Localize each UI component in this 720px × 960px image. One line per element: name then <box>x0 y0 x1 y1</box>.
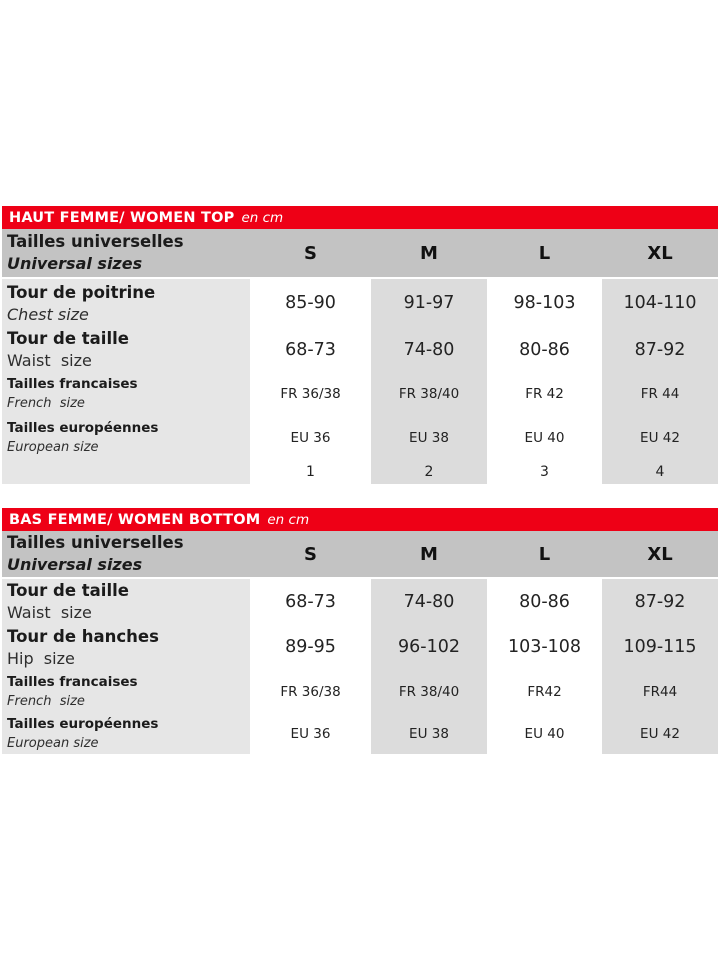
header-label-fr: Tailles universelles <box>7 232 184 251</box>
row-label-waist: Tour de taille Waist size <box>2 579 250 624</box>
row-label-en: European size <box>7 440 99 455</box>
value-hip-m: 96-102 <box>398 637 460 657</box>
column-header-xl: XL <box>647 242 673 264</box>
size-column-xl: 87-92 109-115 FR44 EU 42 <box>602 579 718 754</box>
size-column-xl: 104-110 87-92 FR 44 EU 42 4 <box>602 279 718 484</box>
row-label-empty <box>2 460 250 484</box>
row-label-en: French size <box>7 396 85 411</box>
value-number-s: 1 <box>306 464 315 480</box>
row-label-en: Hip size <box>7 648 75 668</box>
women-bottom-body: Tour de taille Waist size Tour de hanche… <box>2 579 718 754</box>
value-chest-l: 98-103 <box>513 293 576 313</box>
header-label-fr: Tailles universelles <box>7 533 184 552</box>
women-top-unit-label: en cm <box>241 209 284 226</box>
value-waist-l: 80-86 <box>519 339 570 360</box>
value-french-s: FR 36/38 <box>280 684 341 700</box>
row-label-fr: Tour de poitrine <box>7 282 156 302</box>
value-european-xl: EU 42 <box>640 430 680 446</box>
value-waist-m: 74-80 <box>403 339 455 360</box>
women-bottom-title-bar: BAS FEMME/ WOMEN BOTTOM en cm <box>2 508 718 531</box>
row-label-en: European size <box>7 736 99 751</box>
women-top-title-bar: HAUT FEMME/ WOMEN TOP en cm <box>2 206 718 229</box>
value-european-m: EU 38 <box>409 726 449 742</box>
value-waist-xl: 87-92 <box>634 339 686 360</box>
value-european-l: EU 40 <box>524 430 565 446</box>
table-women-top: HAUT FEMME/ WOMEN TOP en cm Tailles univ… <box>2 206 718 484</box>
value-french-l: FR 42 <box>525 386 564 402</box>
row-label-french-size: Tailles francaises French size <box>2 670 250 714</box>
women-top-title: HAUT FEMME/ WOMEN TOP <box>9 209 235 226</box>
women-bottom-unit-label: en cm <box>267 511 310 528</box>
value-number-l: 3 <box>540 464 549 480</box>
label-column: Tour de taille Waist size Tour de hanche… <box>2 579 250 754</box>
value-number-m: 2 <box>424 464 434 480</box>
row-label-fr: Tailles francaises <box>7 376 138 392</box>
row-label-chest: Tour de poitrine Chest size <box>2 279 250 327</box>
row-label-en: French size <box>7 694 85 709</box>
row-label-fr: Tailles européennes <box>7 420 159 436</box>
row-label-french-size: Tailles francaises French size <box>2 372 250 416</box>
value-waist-m: 74-80 <box>403 591 455 612</box>
size-column-l: 98-103 80-86 FR 42 EU 40 3 <box>487 279 602 484</box>
size-column-s: 85-90 68-73 FR 36/38 EU 36 1 <box>250 279 371 484</box>
women-bottom-header-row: Tailles universelles Universal sizes S M… <box>2 531 718 577</box>
size-column-m: 91-97 74-80 FR 38/40 EU 38 2 <box>371 279 487 484</box>
header-universal-sizes: Tailles universelles Universal sizes <box>2 531 250 577</box>
row-label-en: Waist size <box>7 351 92 370</box>
row-label-en: Waist size <box>7 603 92 622</box>
row-label-en: Chest size <box>7 304 89 324</box>
label-column: Tour de poitrine Chest size Tour de tail… <box>2 279 250 484</box>
row-label-european-size: Tailles européennes European size <box>2 714 250 754</box>
row-label-fr: Tailles européennes <box>7 716 159 732</box>
value-waist-s: 68-73 <box>285 339 336 360</box>
value-waist-s: 68-73 <box>285 591 336 612</box>
row-label-fr: Tour de taille <box>7 329 129 348</box>
row-label-hip: Tour de hanches Hip size <box>2 624 250 670</box>
value-chest-xl: 104-110 <box>623 293 697 313</box>
value-waist-l: 80-86 <box>519 591 570 612</box>
value-french-xl: FR 44 <box>640 386 680 402</box>
row-label-european-size: Tailles européennes European size <box>2 416 250 460</box>
column-header-xl: XL <box>647 543 673 565</box>
value-french-s: FR 36/38 <box>280 386 341 402</box>
row-label-fr: Tailles francaises <box>7 674 138 690</box>
value-european-xl: EU 42 <box>640 726 680 742</box>
table-women-bottom: BAS FEMME/ WOMEN BOTTOM en cm Tailles un… <box>2 508 718 754</box>
row-label-fr: Tour de hanches <box>7 626 159 646</box>
value-chest-m: 91-97 <box>403 293 455 313</box>
value-european-m: EU 38 <box>409 430 449 446</box>
header-label-en: Universal sizes <box>7 555 143 574</box>
size-column-s: 68-73 89-95 FR 36/38 EU 36 <box>250 579 371 754</box>
column-header-l: L <box>538 543 551 565</box>
value-waist-xl: 87-92 <box>634 591 686 612</box>
value-hip-s: 89-95 <box>285 637 336 657</box>
value-french-xl: FR44 <box>642 684 678 700</box>
column-header-s: S <box>304 543 317 565</box>
women-top-header-row: Tailles universelles Universal sizes S M… <box>2 229 718 277</box>
size-column-m: 74-80 96-102 FR 38/40 EU 38 <box>371 579 487 754</box>
value-european-l: EU 40 <box>524 726 565 742</box>
value-european-s: EU 36 <box>290 726 331 742</box>
column-header-s: S <box>304 242 317 264</box>
value-french-l: FR42 <box>527 684 562 700</box>
value-french-m: FR 38/40 <box>398 684 460 700</box>
column-header-m: M <box>420 242 438 264</box>
column-header-m: M <box>420 543 438 565</box>
row-label-waist: Tour de taille Waist size <box>2 327 250 372</box>
value-number-xl: 4 <box>655 464 665 480</box>
column-header-l: L <box>538 242 551 264</box>
value-hip-xl: 109-115 <box>623 637 697 657</box>
size-column-l: 80-86 103-108 FR42 EU 40 <box>487 579 602 754</box>
row-label-fr: Tour de taille <box>7 581 129 600</box>
women-top-body: Tour de poitrine Chest size Tour de tail… <box>2 279 718 484</box>
value-hip-l: 103-108 <box>507 637 582 657</box>
women-bottom-title: BAS FEMME/ WOMEN BOTTOM <box>9 511 261 528</box>
value-chest-s: 85-90 <box>285 293 336 313</box>
header-universal-sizes: Tailles universelles Universal sizes <box>2 229 250 277</box>
value-french-m: FR 38/40 <box>398 386 460 402</box>
header-label-en: Universal sizes <box>7 254 143 273</box>
value-european-s: EU 36 <box>290 430 331 446</box>
